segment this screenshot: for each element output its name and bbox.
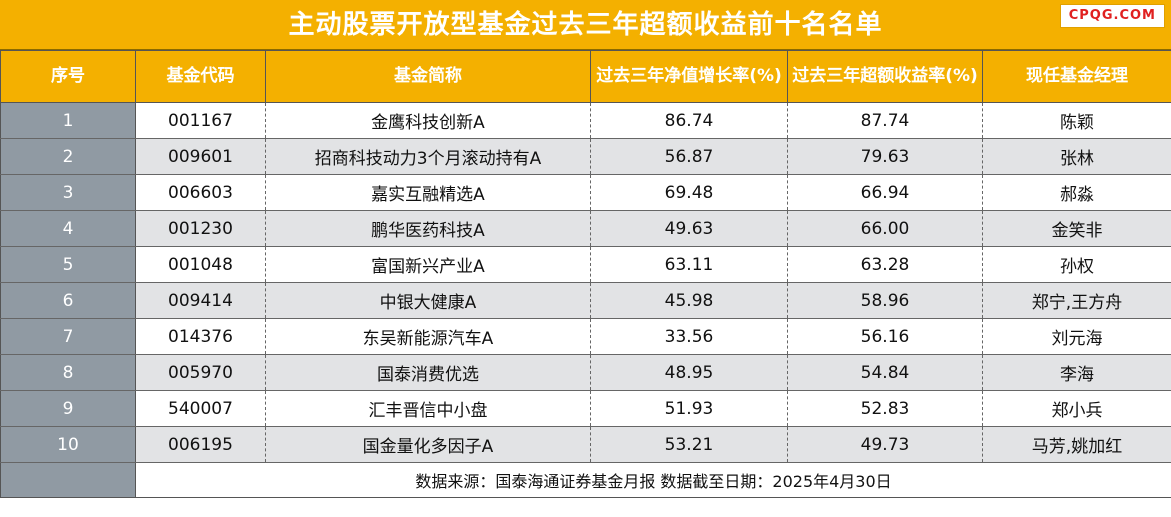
watermark-logo: CPQG.COM [1059,4,1165,28]
manager-cell: 张林 [982,138,1171,175]
excess-return-cell: 58.96 [787,282,983,319]
excess-return-cell: 49.73 [787,426,983,463]
source-row: 数据来源：国泰海通证券基金月报 数据截至日期：2025年4月30日 [0,462,1171,498]
column-header-rank: 序号 [0,50,136,103]
table-row: 3 006603 嘉实互融精选A 69.48 66.94 郝淼 [0,174,1171,211]
fund-code-cell: 540007 [135,390,266,427]
manager-cell: 郑宁,王方舟 [982,282,1171,319]
growth-rate-cell: 51.93 [590,390,788,427]
fund-name-cell: 中银大健康A [265,282,591,319]
fund-name-cell: 金鹰科技创新A [265,102,591,139]
table-row: 4 001230 鹏华医药科技A 49.63 66.00 金笑非 [0,210,1171,247]
growth-rate-cell: 48.95 [590,354,788,391]
growth-rate-cell: 53.21 [590,426,788,463]
excess-return-cell: 52.83 [787,390,983,427]
rank-cell: 4 [0,210,136,247]
manager-cell: 金笑非 [982,210,1171,247]
fund-name-cell: 汇丰晋信中小盘 [265,390,591,427]
manager-cell: 李海 [982,354,1171,391]
fund-code-cell: 001167 [135,102,266,139]
column-header-name: 基金简称 [265,50,591,103]
excess-return-cell: 87.74 [787,102,983,139]
growth-rate-cell: 33.56 [590,318,788,355]
rank-cell: 5 [0,246,136,283]
fund-code-cell: 006195 [135,426,266,463]
source-rank-spacer [0,462,136,498]
table-row: 7 014376 东吴新能源汽车A 33.56 56.16 刘元海 [0,318,1171,355]
manager-cell: 陈颖 [982,102,1171,139]
fund-name-cell: 鹏华医药科技A [265,210,591,247]
fund-name-cell: 国泰消费优选 [265,354,591,391]
page-title: 主动股票开放型基金过去三年超额收益前十名名单 [288,10,883,40]
rank-cell: 10 [0,426,136,463]
column-header-manager: 现任基金经理 [982,50,1171,103]
column-header-growth: 过去三年净值增长率(%) [590,50,788,103]
table-header-row: 序号 基金代码 基金简称 过去三年净值增长率(%) 过去三年超额收益率(%) 现… [0,50,1171,103]
rank-cell: 2 [0,138,136,175]
fund-code-cell: 014376 [135,318,266,355]
table-row: 10 006195 国金量化多因子A 53.21 49.73 马芳,姚加红 [0,426,1171,463]
column-header-excess: 过去三年超额收益率(%) [787,50,983,103]
title-bar: 主动股票开放型基金过去三年超额收益前十名名单 CPQG.COM [0,0,1171,50]
rank-cell: 7 [0,318,136,355]
table-row: 1 001167 金鹰科技创新A 86.74 87.74 陈颖 [0,102,1171,139]
table-row: 5 001048 富国新兴产业A 63.11 63.28 孙权 [0,246,1171,283]
fund-code-cell: 009601 [135,138,266,175]
fund-code-cell: 001048 [135,246,266,283]
table-row: 2 009601 招商科技动力3个月滚动持有A 56.87 79.63 张林 [0,138,1171,175]
fund-name-cell: 国金量化多因子A [265,426,591,463]
rank-cell: 1 [0,102,136,139]
growth-rate-cell: 49.63 [590,210,788,247]
fund-ranking-table: 序号 基金代码 基金简称 过去三年净值增长率(%) 过去三年超额收益率(%) 现… [0,50,1171,498]
fund-code-cell: 001230 [135,210,266,247]
data-source-note: 数据来源：国泰海通证券基金月报 数据截至日期：2025年4月30日 [135,462,1171,498]
growth-rate-cell: 63.11 [590,246,788,283]
column-header-code: 基金代码 [135,50,266,103]
manager-cell: 郝淼 [982,174,1171,211]
fund-code-cell: 009414 [135,282,266,319]
excess-return-cell: 54.84 [787,354,983,391]
growth-rate-cell: 45.98 [590,282,788,319]
fund-code-cell: 005970 [135,354,266,391]
fund-code-cell: 006603 [135,174,266,211]
fund-name-cell: 东吴新能源汽车A [265,318,591,355]
growth-rate-cell: 69.48 [590,174,788,211]
rank-cell: 6 [0,282,136,319]
excess-return-cell: 56.16 [787,318,983,355]
manager-cell: 刘元海 [982,318,1171,355]
rank-cell: 9 [0,390,136,427]
table-row: 6 009414 中银大健康A 45.98 58.96 郑宁,王方舟 [0,282,1171,319]
excess-return-cell: 66.94 [787,174,983,211]
manager-cell: 郑小兵 [982,390,1171,427]
manager-cell: 孙权 [982,246,1171,283]
rank-cell: 3 [0,174,136,211]
excess-return-cell: 79.63 [787,138,983,175]
growth-rate-cell: 56.87 [590,138,788,175]
manager-cell: 马芳,姚加红 [982,426,1171,463]
excess-return-cell: 66.00 [787,210,983,247]
fund-name-cell: 招商科技动力3个月滚动持有A [265,138,591,175]
rank-cell: 8 [0,354,136,391]
table-row: 9 540007 汇丰晋信中小盘 51.93 52.83 郑小兵 [0,390,1171,427]
fund-name-cell: 富国新兴产业A [265,246,591,283]
growth-rate-cell: 86.74 [590,102,788,139]
table-row: 8 005970 国泰消费优选 48.95 54.84 李海 [0,354,1171,391]
table-body: 1 001167 金鹰科技创新A 86.74 87.74 陈颖 2 009601… [0,102,1171,498]
excess-return-cell: 63.28 [787,246,983,283]
fund-name-cell: 嘉实互融精选A [265,174,591,211]
